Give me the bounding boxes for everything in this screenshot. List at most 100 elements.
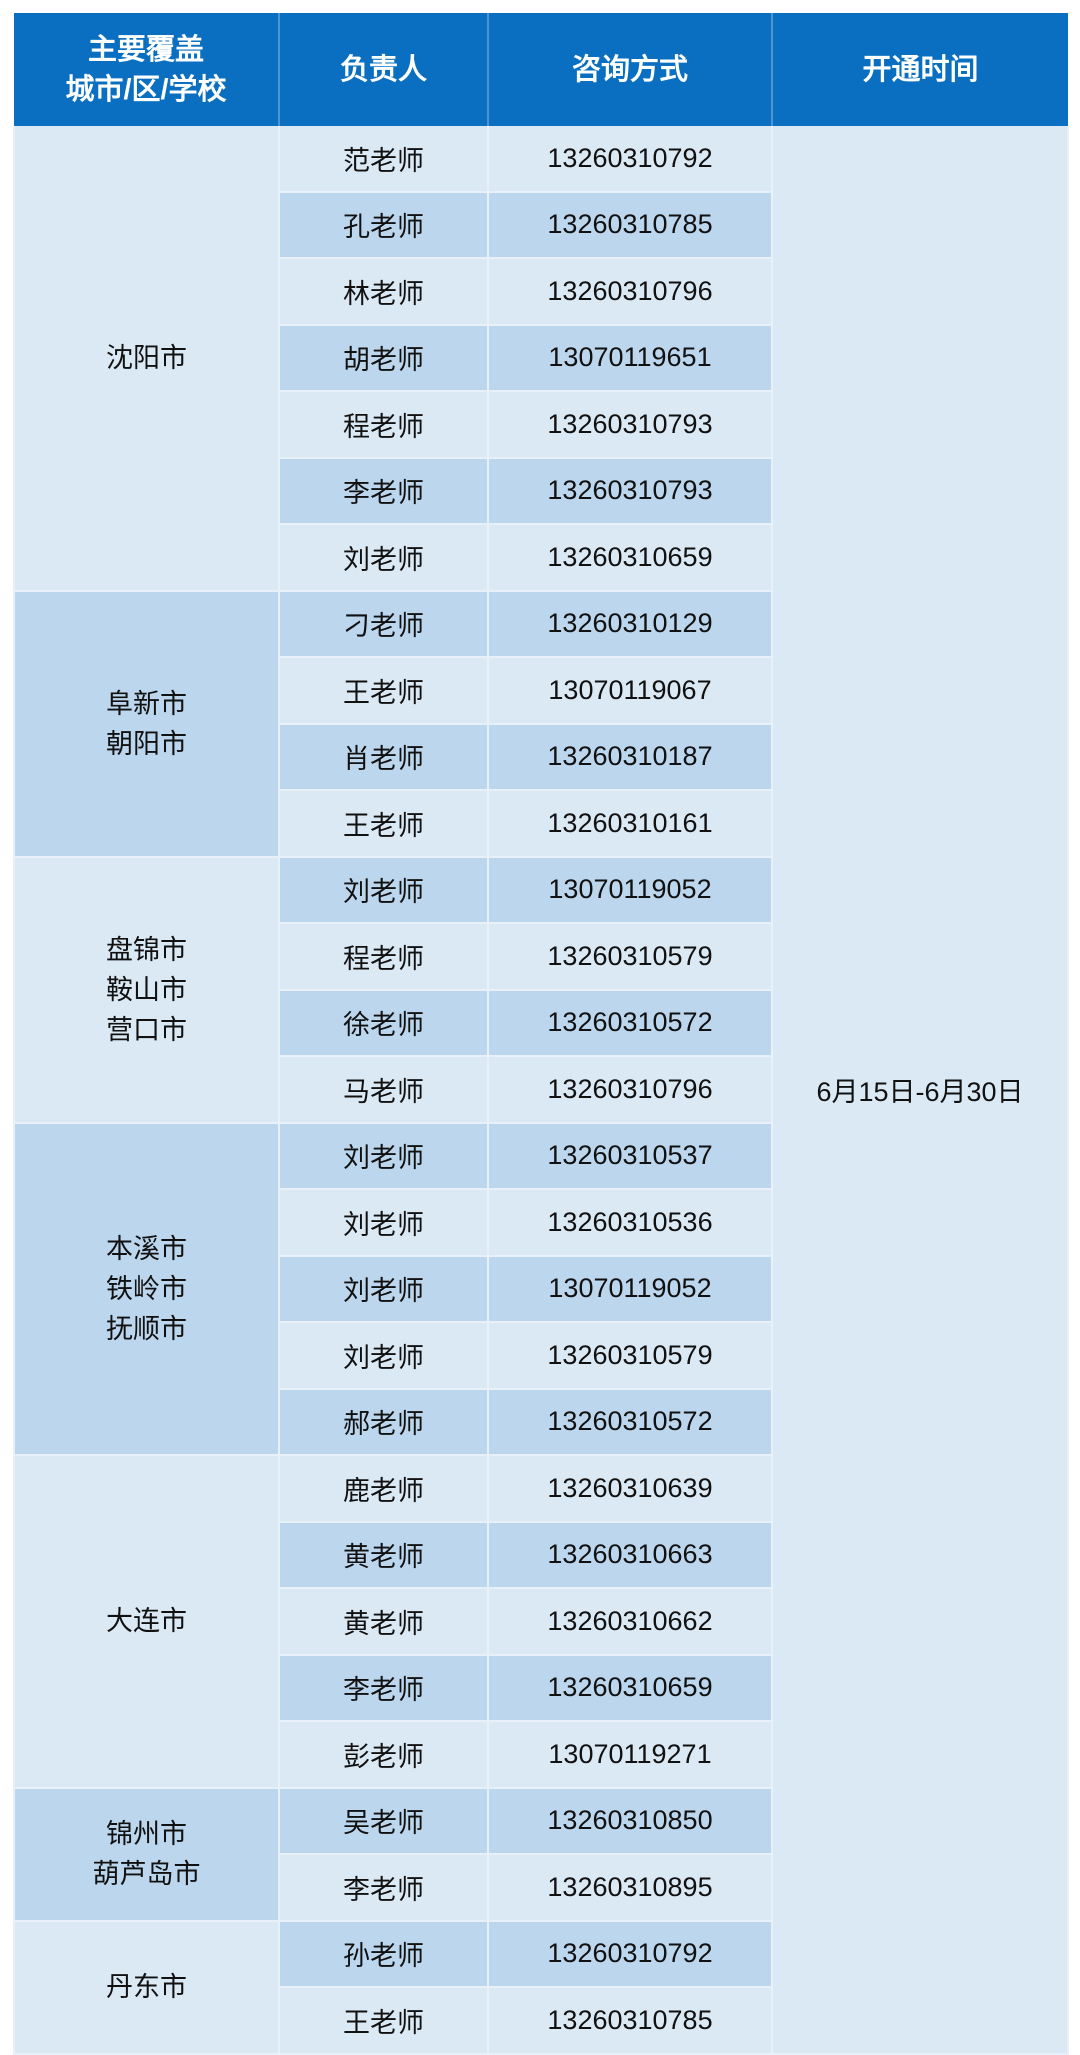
table-row: 丹东市 孙老师 13260310792 xyxy=(13,1920,1068,2055)
contact-phone: 13260310537 xyxy=(487,1122,773,1190)
table-row: 刘老师 13260310536 xyxy=(14,1189,1068,1257)
contact-name: 胡老师 xyxy=(278,324,489,392)
contact-phone: 13260310659 xyxy=(487,524,773,592)
contact-name: 鹿老师 xyxy=(278,1455,489,1523)
contact-phone: 13260310161 xyxy=(487,790,773,858)
contact-phone: 13260310785 xyxy=(487,191,773,259)
table-row: 阜新市 朝阳市 刁老师 13260310129 xyxy=(13,590,1068,858)
table-row: 黄老师 13260310662 xyxy=(14,1588,1068,1656)
contact-phone: 13260310572 xyxy=(487,1388,773,1456)
table-row: 刘老师 13260310579 xyxy=(14,1322,1068,1390)
contact-phone: 13260310659 xyxy=(487,1654,773,1722)
header-region: 主要覆盖 城市/区/学校 xyxy=(14,13,280,126)
contact-name: 吴老师 xyxy=(278,1787,489,1855)
contact-phone: 13260310792 xyxy=(487,1920,773,1988)
contact-phone: 13260310129 xyxy=(487,590,773,658)
contact-name: 李老师 xyxy=(278,1854,489,1922)
contact-phone: 13260310662 xyxy=(487,1588,773,1656)
contact-phone: 13260310796 xyxy=(487,1056,773,1124)
table-row: 胡老师 13070119651 xyxy=(14,324,1068,392)
contact-phone: 13260310663 xyxy=(487,1521,773,1589)
contact-name: 王老师 xyxy=(278,1987,489,2055)
header-contact-method: 咨询方式 xyxy=(488,13,773,126)
contact-name: 程老师 xyxy=(278,923,489,991)
contact-name: 徐老师 xyxy=(278,989,489,1057)
contact-name: 刘老师 xyxy=(278,1122,489,1190)
contact-table: 主要覆盖 城市/区/学校 负责人 咨询方式 开通时间 沈阳市 范老师 1326031… xyxy=(13,13,1069,2055)
table-row: 徐老师 13260310572 xyxy=(14,989,1068,1057)
header-open-time: 开通时间 xyxy=(772,13,1068,126)
contact-name: 王老师 xyxy=(278,790,489,858)
table-row: 大连市 鹿老师 13260310639 xyxy=(13,1455,1068,1789)
contact-phone: 13070119052 xyxy=(487,1255,773,1323)
region-cell: 沈阳市 xyxy=(13,126,280,592)
region-cell: 盘锦市 鞍山市 营口市 xyxy=(13,856,280,1124)
contact-name: 李老师 xyxy=(278,457,489,525)
contact-name: 黄老师 xyxy=(278,1588,489,1656)
contact-phone: 13260310792 xyxy=(487,126,773,193)
table-row: 彭老师 13070119271 xyxy=(14,1721,1068,1789)
contact-name: 刘老师 xyxy=(278,856,489,924)
contact-phone: 13260310793 xyxy=(487,457,773,525)
table-row: 李老师 13260310659 xyxy=(14,1654,1068,1722)
table-row: 盘锦市 鞍山市 营口市 刘老师 13070119052 xyxy=(13,856,1068,1124)
header-contact-person: 负责人 xyxy=(279,13,489,126)
table-row: 刘老师 13260310659 xyxy=(14,524,1068,592)
region-cell: 丹东市 xyxy=(13,1920,280,2055)
contact-name: 李老师 xyxy=(278,1654,489,1722)
open-time-cell: 6月15日-6月30日 xyxy=(771,126,1069,2055)
contact-name: 范老师 xyxy=(278,126,489,193)
contact-phone: 13260310579 xyxy=(487,923,773,991)
contact-name: 刁老师 xyxy=(278,590,489,658)
table-row: 刘老师 13070119052 xyxy=(14,1255,1068,1323)
contact-phone: 13070119651 xyxy=(487,324,773,392)
contact-name: 彭老师 xyxy=(278,1721,489,1789)
region-cell: 阜新市 朝阳市 xyxy=(13,590,280,858)
table-row: 王老师 13070119067 xyxy=(14,657,1068,725)
contact-phone: 13260310785 xyxy=(487,1987,773,2055)
contact-phone: 13260310796 xyxy=(487,258,773,326)
contact-phone: 13070119067 xyxy=(487,657,773,725)
contact-name: 刘老师 xyxy=(278,1322,489,1390)
contact-name: 马老师 xyxy=(278,1056,489,1124)
table-row: 林老师 13260310796 xyxy=(14,258,1068,326)
contact-name: 黄老师 xyxy=(278,1521,489,1589)
table-row: 锦州市 葫芦岛市 吴老师 13260310850 xyxy=(13,1787,1068,1922)
table-row: 李老师 13260310895 xyxy=(14,1854,1068,1922)
table-row: 王老师 13260310161 xyxy=(14,790,1068,858)
table-row: 马老师 13260310796 xyxy=(14,1056,1068,1124)
contact-name: 刘老师 xyxy=(278,1255,489,1323)
table-row: 本溪市 铁岭市 抚顺市 刘老师 13260310537 xyxy=(13,1122,1068,1456)
contact-phone: 13070119271 xyxy=(487,1721,773,1789)
contact-name: 孔老师 xyxy=(278,191,489,259)
contact-phone: 13260310850 xyxy=(487,1787,773,1855)
contact-phone: 13260310579 xyxy=(487,1322,773,1390)
contact-name: 程老师 xyxy=(278,391,489,459)
contact-phone: 13260310639 xyxy=(487,1455,773,1523)
contact-phone: 13260310895 xyxy=(487,1854,773,1922)
contact-name: 郝老师 xyxy=(278,1388,489,1456)
contact-name: 刘老师 xyxy=(278,1189,489,1257)
table-row: 郝老师 13260310572 xyxy=(14,1388,1068,1456)
contact-name: 林老师 xyxy=(278,258,489,326)
contact-name: 肖老师 xyxy=(278,723,489,791)
contact-phone: 13260310187 xyxy=(487,723,773,791)
region-cell: 锦州市 葫芦岛市 xyxy=(13,1787,280,1922)
table-row: 孔老师 13260310785 xyxy=(14,191,1068,259)
table-row: 沈阳市 范老师 13260310792 6月15日-6月30日 xyxy=(13,126,1069,2055)
contact-phone: 13070119052 xyxy=(487,856,773,924)
table-row: 李老师 13260310793 xyxy=(14,457,1068,525)
contact-name: 刘老师 xyxy=(278,524,489,592)
contact-phone: 13260310793 xyxy=(487,391,773,459)
contact-phone: 13260310536 xyxy=(487,1189,773,1257)
contact-phone: 13260310572 xyxy=(487,989,773,1057)
header-row: 主要覆盖 城市/区/学校 负责人 咨询方式 开通时间 xyxy=(14,13,1068,126)
table-row: 黄老师 13260310663 xyxy=(14,1521,1068,1589)
contact-name: 孙老师 xyxy=(278,1920,489,1988)
contact-name: 王老师 xyxy=(278,657,489,725)
region-cell: 大连市 xyxy=(13,1455,280,1789)
table-row: 肖老师 13260310187 xyxy=(14,723,1068,791)
region-cell: 本溪市 铁岭市 抚顺市 xyxy=(13,1122,280,1456)
table-row: 程老师 13260310579 xyxy=(14,923,1068,991)
table-row: 程老师 13260310793 xyxy=(14,391,1068,459)
